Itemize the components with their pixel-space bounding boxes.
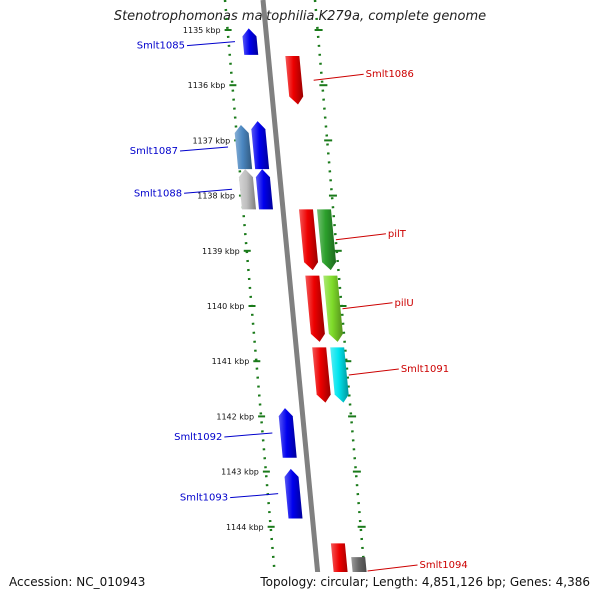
gene-arrow-g1091b[interactable] — [330, 347, 349, 403]
tick-label: 1142 kbp — [216, 412, 254, 421]
gene-label-leader — [335, 233, 386, 241]
scale-line-left — [223, 0, 276, 572]
gene-label-leader — [179, 146, 229, 152]
gene-label-leader — [186, 41, 236, 47]
gene-label-leader — [224, 432, 273, 438]
gene-arrow-pilU_a[interactable] — [305, 275, 325, 342]
gene-arrow-g1087b[interactable] — [251, 121, 270, 170]
gene-arrow-g1088b[interactable] — [255, 169, 273, 210]
gene-label-g1087a[interactable]: Smlt1087 — [130, 146, 178, 157]
scale-line-right — [313, 0, 366, 572]
tick-label: 1140 kbp — [207, 302, 245, 311]
gene-arrow-g1094b[interactable] — [351, 557, 368, 598]
topology-label: Topology: circular; Length: 4,851,126 bp… — [260, 575, 590, 589]
genome-backbone — [260, 0, 321, 572]
tick-label: 1144 kbp — [226, 523, 264, 532]
gene-arrow-g1085[interactable] — [242, 28, 259, 55]
gene-label-g1088a[interactable]: Smlt1088 — [134, 188, 182, 199]
gene-label-pilT_a[interactable]: pilT — [388, 229, 407, 240]
genome-title: Stenotrophomonas maltophilia K279a, comp… — [113, 9, 487, 24]
gene-arrow-g1086[interactable] — [285, 55, 304, 105]
gene-arrow-g1092[interactable] — [278, 408, 297, 458]
accession-label: Accession: NC_010943 — [9, 575, 146, 589]
gene-arrow-g1087a[interactable] — [234, 124, 253, 170]
gene-label-g1093[interactable]: Smlt1093 — [180, 493, 228, 504]
tick-label: 1135 kbp — [183, 26, 221, 35]
gene-arrow-g1088a[interactable] — [238, 169, 256, 210]
tick-label: 1136 kbp — [188, 81, 226, 90]
gene-label-leader — [313, 73, 364, 81]
gene-arrow-g1094a[interactable] — [330, 543, 350, 598]
gene-label-leader — [230, 493, 279, 499]
gene-arrow-pilT_a[interactable] — [298, 209, 319, 271]
gene-arrow-g1091a[interactable] — [312, 347, 331, 403]
tick-label: 1141 kbp — [212, 357, 250, 366]
gene-label-g1094a[interactable]: Smlt1094 — [420, 560, 468, 571]
tick-label: 1137 kbp — [192, 136, 230, 145]
gene-label-pilU_a[interactable]: pilU — [394, 298, 413, 309]
gene-label-g1092[interactable]: Smlt1092 — [174, 432, 222, 443]
tick-label: 1139 kbp — [202, 247, 240, 256]
gene-label-g1091a[interactable]: Smlt1091 — [401, 364, 449, 375]
tick-label: 1138 kbp — [197, 192, 235, 201]
gene-label-leader — [184, 188, 233, 194]
gene-arrow-pilU_b[interactable] — [323, 275, 343, 342]
gene-label-g1085[interactable]: Smlt1085 — [137, 41, 185, 52]
gene-arrow-g1093[interactable] — [284, 468, 303, 519]
gene-label-g1086[interactable]: Smlt1086 — [366, 69, 414, 80]
scale-ticks: 1135 kbp 1136 kbp 1137 kbp 1138 kbp 1139 kbp… — [183, 26, 366, 532]
tick-label: 1143 kbp — [221, 468, 259, 477]
gene-arrow-pilT_b[interactable] — [316, 209, 337, 271]
gene-label-leader — [342, 302, 393, 310]
gene-label-leader — [367, 564, 418, 572]
gene-label-leader — [348, 368, 399, 376]
